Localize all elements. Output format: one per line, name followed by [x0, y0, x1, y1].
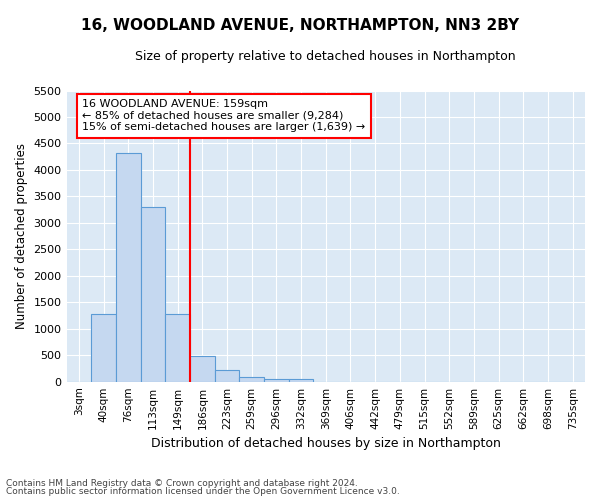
Text: 16, WOODLAND AVENUE, NORTHAMPTON, NN3 2BY: 16, WOODLAND AVENUE, NORTHAMPTON, NN3 2B… [81, 18, 519, 32]
Bar [116, 153, 140, 382]
Bar [165, 314, 190, 382]
Text: Contains public sector information licensed under the Open Government Licence v3: Contains public sector information licen… [6, 487, 400, 496]
Bar [140, 207, 165, 382]
Bar [190, 356, 215, 382]
Text: 16 WOODLAND AVENUE: 159sqm
← 85% of detached houses are smaller (9,284)
15% of s: 16 WOODLAND AVENUE: 159sqm ← 85% of deta… [82, 100, 365, 132]
Bar [289, 379, 313, 382]
X-axis label: Distribution of detached houses by size in Northampton: Distribution of detached houses by size … [151, 437, 501, 450]
Bar [91, 314, 116, 382]
Bar [215, 370, 239, 382]
Bar [264, 378, 289, 382]
Text: Contains HM Land Registry data © Crown copyright and database right 2024.: Contains HM Land Registry data © Crown c… [6, 478, 358, 488]
Bar [239, 377, 264, 382]
Y-axis label: Number of detached properties: Number of detached properties [15, 143, 28, 329]
Title: Size of property relative to detached houses in Northampton: Size of property relative to detached ho… [136, 50, 516, 63]
